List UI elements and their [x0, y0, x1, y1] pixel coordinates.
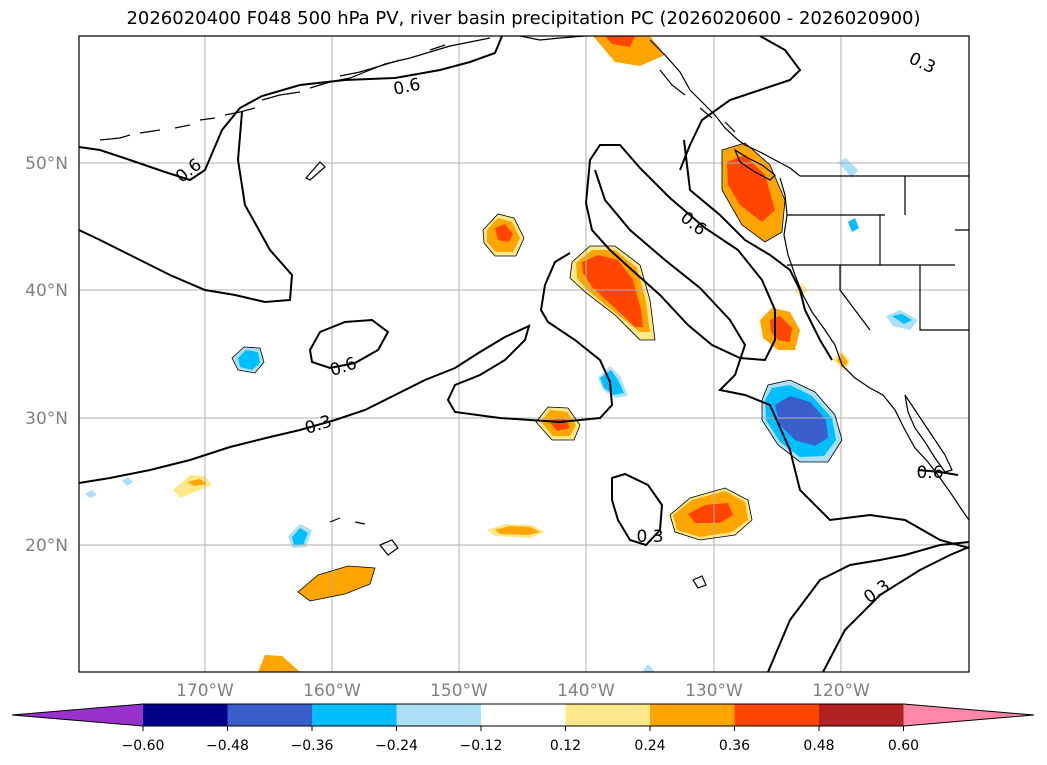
- colorbar-tick-label: 0.48: [803, 738, 834, 754]
- colorbar-bin: [396, 704, 482, 726]
- lat-label: 30°N: [25, 409, 68, 429]
- colorbar: −0.60 −0.48 −0.36 −0.24 −0.12 0.12 0.24 0.36 0.4…: [11, 703, 1035, 754]
- lat-label: 40°N: [25, 281, 68, 301]
- lon-label: 140°W: [557, 681, 615, 701]
- longitude-labels: 170°W 160°W 150°W 140°W 130°W 120°W: [176, 681, 870, 701]
- colorbar-extend-max: [903, 704, 1034, 726]
- colorbar-bin: [481, 704, 566, 726]
- map-panel: 0.6 0.6 0.6 0.6 0.3 0.3 0.3 0.6 0.3: [79, 36, 969, 672]
- graticule: [79, 36, 969, 672]
- colorbar-bin: [734, 704, 820, 726]
- lon-label: 130°W: [685, 681, 743, 701]
- map-frame: [78, 35, 970, 673]
- colorbar-tick-label: 0.12: [550, 738, 581, 754]
- colorbar-tick-label: 0.60: [888, 738, 919, 754]
- lon-label: 160°W: [303, 681, 361, 701]
- colorbar-bin: [143, 704, 228, 726]
- contour-label: 0.6: [916, 463, 943, 483]
- lat-label: 20°N: [25, 536, 68, 556]
- lon-label: 170°W: [176, 681, 234, 701]
- colorbar-bin: [227, 704, 313, 726]
- colorbar-bin: [565, 704, 651, 726]
- shading-outlines: [231, 142, 843, 602]
- colorbar-tick-label: −0.24: [375, 738, 418, 754]
- coastlines: [99, 36, 969, 589]
- latitude-labels: 50°N 40°N 30°N 20°N: [25, 154, 68, 556]
- colorbar-bin: [819, 704, 904, 726]
- contour-label: 0.3: [636, 527, 663, 547]
- colorbar-bin: [312, 704, 397, 726]
- colorbar-tick-label: 0.24: [634, 738, 665, 754]
- lat-label: 50°N: [25, 154, 68, 174]
- colorbar-extend-min: [12, 704, 143, 726]
- colorbar-tick-label: −0.60: [122, 738, 165, 754]
- colorbar-tick-label: −0.48: [206, 738, 249, 754]
- colorbar-tick-label: −0.36: [291, 738, 334, 754]
- colorbar-bin: [650, 704, 735, 726]
- colorbar-tick-label: −0.12: [460, 738, 503, 754]
- colorbar-tick-label: 0.36: [719, 738, 750, 754]
- lon-label: 150°W: [430, 681, 488, 701]
- lon-label: 120°W: [812, 681, 870, 701]
- pv-contours: [79, 36, 969, 672]
- map-title: 2026020400 F048 500 hPa PV, river basin …: [126, 8, 921, 29]
